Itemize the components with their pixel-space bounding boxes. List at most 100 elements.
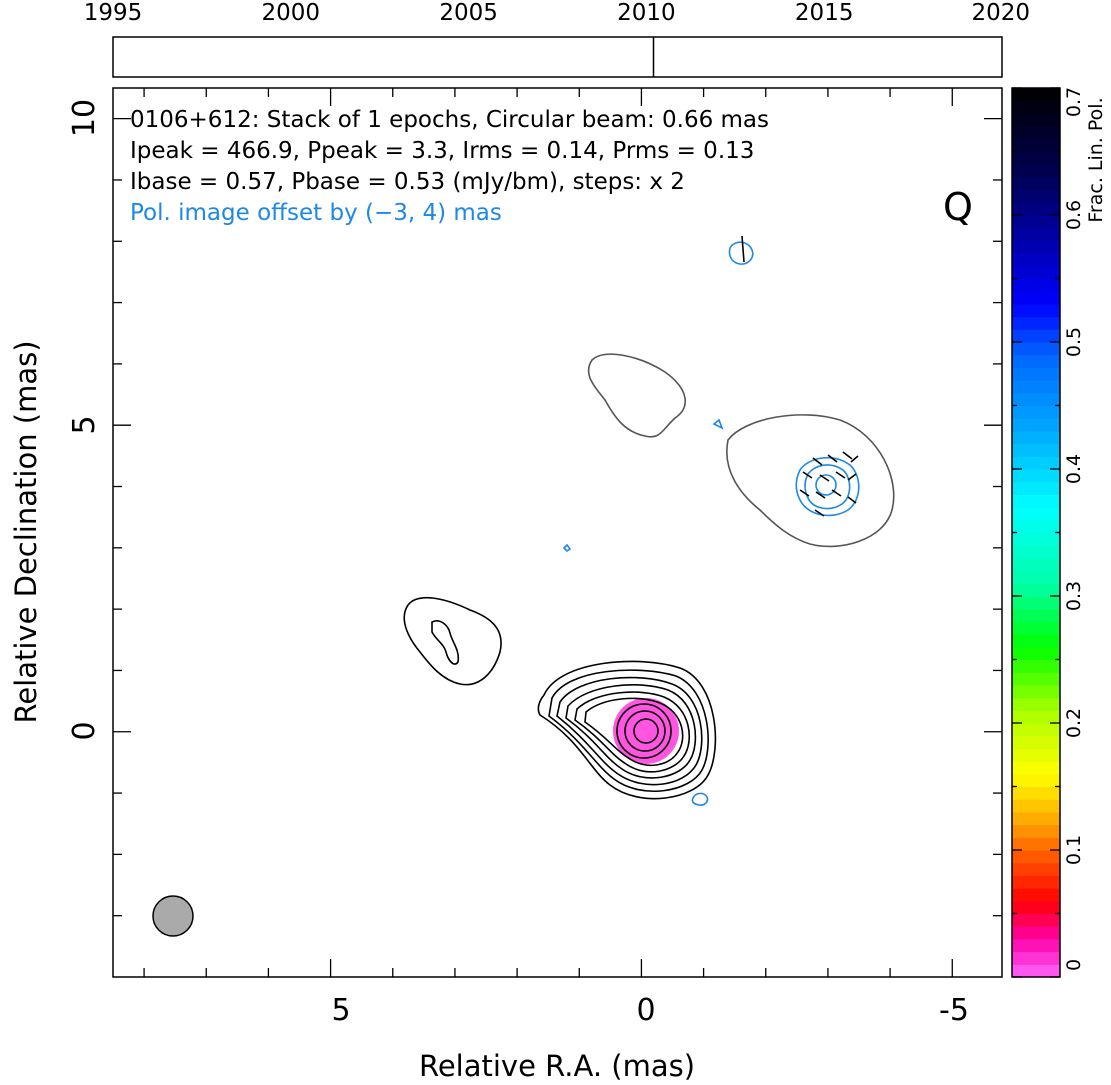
colorbar-band [1012,265,1060,280]
colorbar-band [1012,367,1060,381]
colorbar-band [1012,596,1060,610]
pol-offset-note: Pol. image offset by (−3, 4) mas [130,200,502,226]
colorbar-band [1012,545,1060,559]
colorbar-label: Frac. Lin. Pol. [1085,97,1107,222]
colorbar-band [1012,926,1060,940]
colorbar-band [1012,723,1060,737]
annotation-line: Ipeak = 466.9, Ppeak = 3.3, Irms = 0.14,… [130,138,754,164]
colorbar-band [1012,481,1060,495]
colorbar-band [1012,888,1060,902]
colorbar-band [1012,189,1060,203]
colorbar-band [1012,824,1060,838]
colorbar-band [1012,392,1060,407]
y-tick-label: 5 [67,415,102,434]
jet-knot-contours [403,596,502,686]
colorbar-band [1012,100,1060,114]
colorbar-band [1012,837,1060,851]
colorbar-band [1012,697,1060,711]
colorbar-band [1012,405,1060,419]
colorbar-band [1012,151,1060,165]
annotation-line: 0106+612: Stack of 1 epochs, Circular be… [130,107,769,133]
colorbar-band [1012,964,1060,978]
beam-ellipse [152,895,194,937]
colorbar-band [1012,176,1060,191]
colorbar-tick-label: 0.1 [1063,835,1085,865]
colorbar-tick-label: 0.4 [1063,454,1085,484]
colorbar-band [1012,951,1060,965]
colorbar-band [1012,608,1060,622]
colorbar-band [1012,215,1060,229]
colorbar-tick-label: 0.5 [1063,327,1085,357]
colorbar-band [1012,850,1060,864]
colorbar-band [1012,913,1060,927]
colorbar-band [1012,507,1060,521]
colorbar-band [1012,761,1060,775]
colorbar-band [1012,88,1060,102]
x-tick-labels: 5 0 -5 [331,993,969,1028]
colorbar-ticks [1012,87,1060,978]
x-tick-label: 0 [636,993,655,1028]
colorbar-band [1012,621,1060,635]
colorbar-gradient [1012,88,1060,978]
colorbar-band [1012,811,1060,826]
colorbar-band [1012,469,1060,483]
timeline-year-label: 2000 [262,0,321,26]
colorbar-band [1012,303,1060,318]
timeline-year-label: 2005 [439,0,498,26]
colorbar-band [1012,291,1060,305]
timeline-box [112,36,1003,78]
timeline-year-label: 2020 [971,0,1030,26]
plot-frame [112,87,1003,978]
colorbar-band [1012,342,1060,356]
axis-ticks [113,88,1002,977]
colorbar-tick-label: 0.2 [1063,708,1085,738]
colorbar-band [1012,278,1060,292]
colorbar-band [1012,113,1060,127]
colorbar: 0 0.1 0.2 0.3 0.4 0.5 0.6 0.7 Frac. Lin. Pol. [1011,87,1107,978]
colorbar-tick-label: 0 [1063,959,1085,971]
colorbar-band [1012,532,1060,546]
y-axis-label: Relative Declination (mas) [9,340,43,723]
timeline-year-label: 2015 [795,0,854,26]
timeline-year-label: 2010 [617,0,676,26]
colorbar-band [1012,443,1060,457]
colorbar-band [1012,456,1060,470]
colorbar-tick-label: 0.6 [1063,200,1085,230]
x-axis-label: Relative R.A. (mas) [419,1049,695,1083]
x-tick-label: 5 [331,993,350,1028]
map-annotations: 0106+612: Stack of 1 epochs, Circular be… [130,107,769,226]
colorbar-tick-label: 0.3 [1063,581,1085,611]
band-label: Q [943,185,973,229]
colorbar-band [1012,773,1060,788]
colorbar-band [1012,494,1060,508]
colorbar-tick-labels: 0 0.1 0.2 0.3 0.4 0.5 0.6 0.7 [1063,87,1085,971]
epoch-timeline: 1995 2000 2005 2010 2015 2020 [84,0,1030,78]
colorbar-band [1012,557,1060,572]
colorbar-band [1012,202,1060,216]
annotation-line: Ibase = 0.57, Pbase = 0.53 (mJy/bm), ste… [130,169,685,195]
x-tick-label: -5 [939,993,969,1028]
colorbar-band [1012,634,1060,648]
evpa-vectors [741,235,859,517]
timeline-year-label: 1995 [84,0,143,26]
frac-pol-core-patch [613,698,679,764]
colorbar-band [1012,126,1060,140]
colorbar-band [1012,583,1060,597]
timeline-year-labels: 1995 2000 2005 2010 2015 2020 [84,0,1030,26]
colorbar-band [1012,786,1060,800]
colorbar-band [1012,672,1060,686]
colorbar-band [1012,329,1060,343]
colorbar-band [1012,354,1060,368]
y-tick-label: 0 [67,721,102,740]
colorbar-band [1012,748,1060,762]
colorbar-band [1012,430,1060,445]
colorbar-band [1012,253,1060,267]
colorbar-band [1012,164,1060,178]
core-contours [537,660,717,800]
colorbar-band [1012,380,1060,394]
colorbar-band [1012,519,1060,534]
outer-component-contours [587,353,895,548]
colorbar-band [1012,316,1060,330]
y-tick-label: 10 [67,99,102,137]
